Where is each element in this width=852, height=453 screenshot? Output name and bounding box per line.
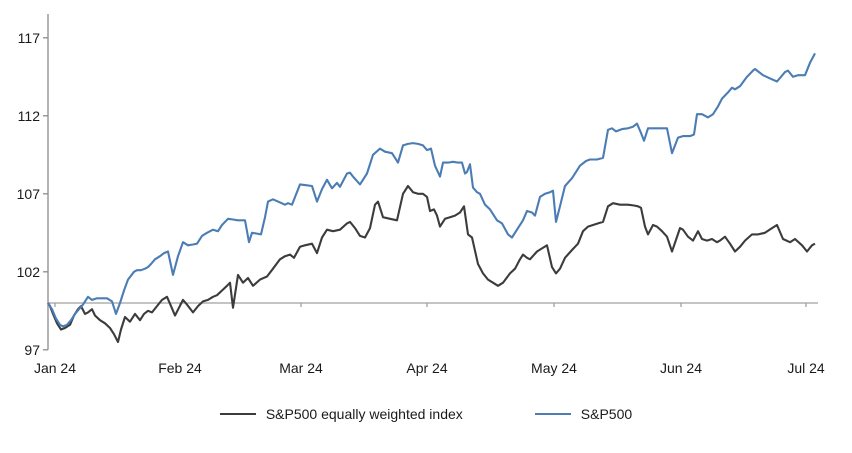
x-tick-label: Jul 24 bbox=[787, 360, 825, 376]
x-tick-label: Jun 24 bbox=[660, 360, 702, 376]
legend-label-sp500: S&P500 bbox=[580, 406, 633, 422]
legend-line-sample-equal-weight bbox=[219, 413, 256, 415]
x-tick-label: Apr 24 bbox=[406, 360, 447, 376]
series-line-sp500 bbox=[47, 52, 816, 328]
y-tick-label: 107 bbox=[17, 186, 41, 202]
y-tick-label: 117 bbox=[18, 30, 41, 46]
legend: S&P500 equally weighted index S&P500 bbox=[0, 406, 852, 422]
x-tick-label: Feb 24 bbox=[158, 360, 202, 376]
y-tick-label: 112 bbox=[18, 108, 41, 124]
legend-label-equal-weight: S&P500 equally weighted index bbox=[265, 406, 463, 422]
series-line-sp500-equal-weight bbox=[47, 184, 816, 344]
y-tick-label: 97 bbox=[24, 342, 40, 358]
x-tick-label: Mar 24 bbox=[279, 360, 323, 376]
x-tick-label: Jan 24 bbox=[34, 360, 76, 376]
legend-line-sample-sp500 bbox=[534, 413, 571, 415]
x-tick-label: May 24 bbox=[531, 360, 577, 376]
y-tick-label: 102 bbox=[17, 264, 41, 280]
legend-item-equal-weight: S&P500 equally weighted index bbox=[219, 406, 463, 422]
legend-item-sp500: S&P500 bbox=[534, 406, 633, 422]
line-chart: Jan 24 Feb 24 Mar 24 Apr 24 May 24 Jun 24 Jul … bbox=[17, 14, 825, 376]
